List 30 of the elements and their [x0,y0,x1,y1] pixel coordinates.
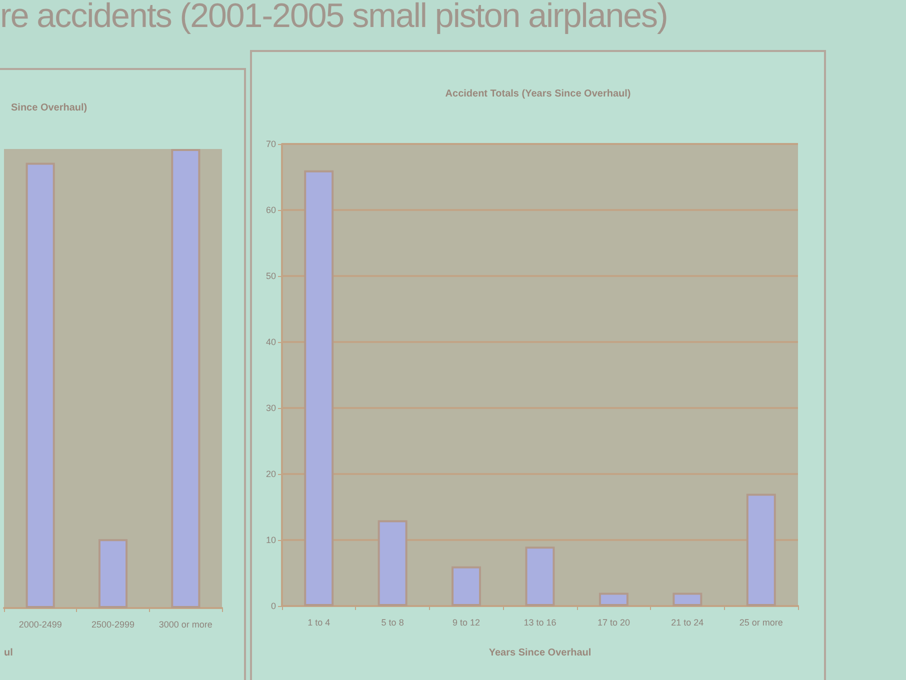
bar [452,566,482,606]
y-tick-label: 0 [270,601,276,611]
x-tick-label: 2000-2499 [18,620,62,630]
y-tick-label: 60 [266,205,276,215]
y-tick-label: 70 [266,139,276,149]
x-axis-title: Years Since Overhaul [488,648,592,658]
text: re accidents (2001-2005 small piston airplanes) [0,0,668,36]
bar [525,546,555,606]
x-tick-label: 25 or more [739,618,783,628]
bar [304,170,334,606]
y-tick-label: 40 [266,337,276,347]
x-tick-label: 13 to 16 [524,618,556,628]
bar [672,592,702,606]
bar [746,494,776,606]
x-axis-title: ul [4,648,14,658]
bar [378,520,408,606]
x-tick-label: 17 to 20 [597,618,630,628]
y-tick-label: 10 [266,535,276,545]
y-tick-label: 30 [266,403,276,413]
y-tick-label: 20 [266,469,276,479]
x-tick-label: 1 to 4 [308,618,330,628]
x-tick-label: 5 to 8 [381,618,404,628]
bar [598,592,628,606]
chart-title: Accident Totals (Years Since Overhaul) [445,88,631,100]
chart-title: Since Overhaul) [11,102,88,114]
x-tick-label: 9 to 12 [452,618,480,628]
y-tick-label: 50 [266,271,276,281]
x-tick-label: 2500-2999 [91,620,135,630]
x-tick-label: 21 to 24 [671,618,704,628]
x-tick-label: 3000 or more [158,620,212,630]
